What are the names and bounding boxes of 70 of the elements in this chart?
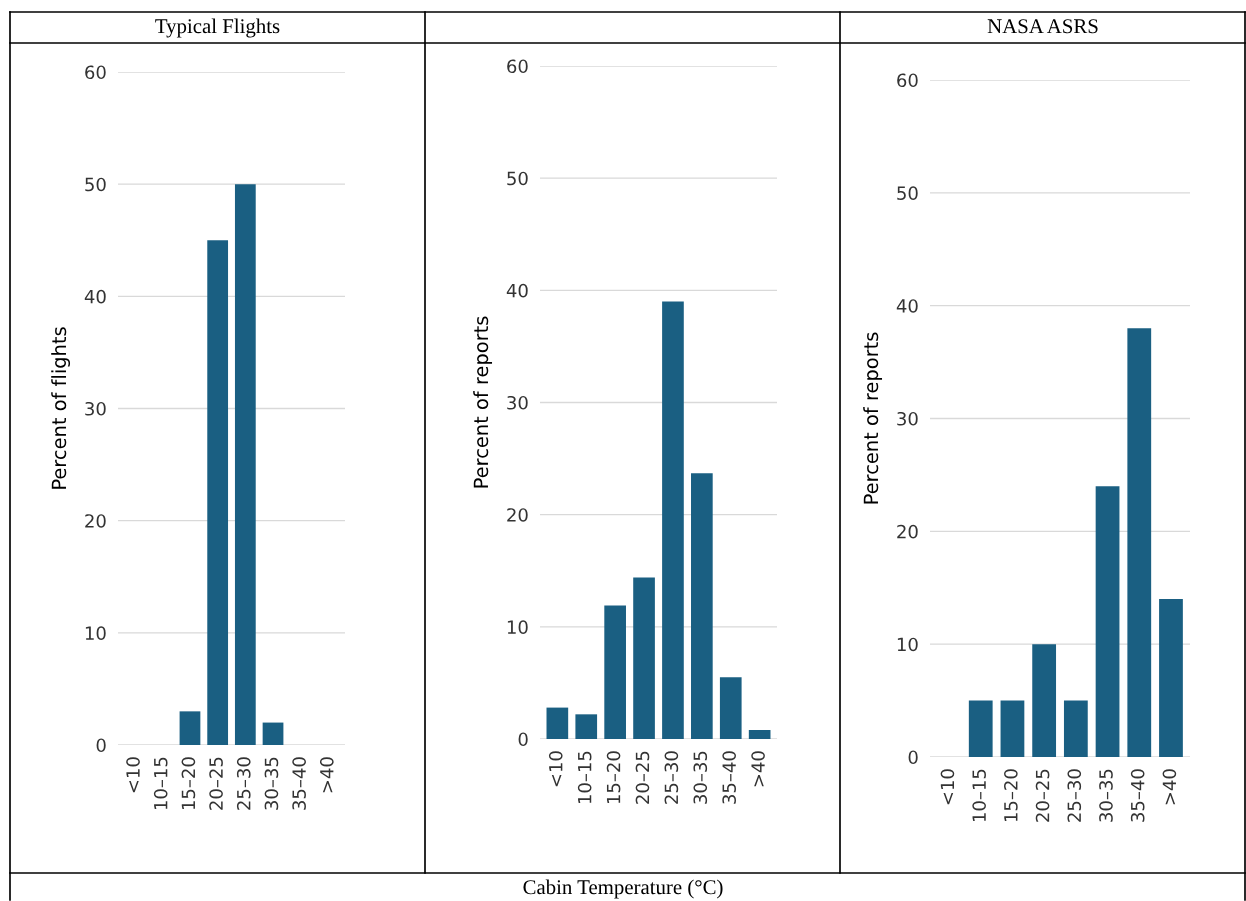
x-tick-label: >40 (319, 757, 334, 793)
y-tick-label: 0 (96, 738, 106, 753)
y-tick-label: 0 (908, 750, 918, 765)
y-tick-label: 30 (897, 411, 918, 426)
x-tick-label: 35–40 (722, 751, 736, 804)
y-axis-title: Percent of flights (51, 327, 71, 489)
bar (748, 730, 771, 739)
x-tick-label: >40 (1162, 769, 1177, 805)
bar (633, 577, 655, 739)
y-tick-label: 10 (85, 626, 106, 640)
bar (662, 301, 684, 739)
y-tick-label: 50 (85, 177, 106, 192)
y-tick-label: 40 (84, 289, 106, 304)
bar (575, 714, 598, 739)
x-tick-label: 15–20 (606, 751, 621, 804)
x-tick-label: 20–25 (1035, 769, 1050, 822)
bar (1032, 644, 1057, 757)
chart-title: Typical Flights (155, 18, 280, 38)
y-tick-label: 10 (897, 637, 918, 652)
y-axis-title: Percent of reports (863, 332, 883, 504)
x-tick-label: 15–20 (181, 757, 196, 810)
bar (691, 473, 713, 739)
bar (1127, 328, 1152, 757)
x-tick-label: <10 (940, 769, 955, 805)
y-tick-label: 40 (896, 299, 918, 313)
chart-title: NASA ASRS (987, 19, 1098, 34)
y-tick-label: 40 (506, 283, 528, 298)
x-tick-label: 30–35 (1099, 769, 1113, 822)
bar (207, 240, 229, 745)
bar (262, 722, 284, 745)
y-tick-label: 60 (507, 59, 528, 74)
y-tick-label: 0 (518, 732, 528, 747)
x-tick-label: 25–30 (236, 757, 251, 810)
bar (179, 711, 201, 745)
x-tick-label: <10 (548, 751, 563, 787)
x-tick-label: 35–40 (292, 757, 306, 810)
x-tick-label: 25–30 (1067, 769, 1082, 822)
y-tick-label: 10 (507, 620, 528, 634)
bar (1159, 599, 1183, 757)
bar (1063, 700, 1088, 757)
x-tick-label: 15–20 (1004, 769, 1018, 822)
x-tick-label: 10–15 (577, 751, 592, 804)
bar (1095, 486, 1120, 757)
x-tick-label: 20–25 (635, 751, 650, 804)
x-tick-label: 10–15 (153, 757, 168, 810)
y-tick-label: 30 (85, 401, 106, 416)
y-tick-label: 20 (897, 524, 918, 539)
x-tick-label: 35–40 (1130, 769, 1145, 822)
y-tick-label: 20 (507, 508, 528, 522)
bar (719, 677, 742, 739)
bar (234, 184, 256, 745)
x-tick-label: 20–25 (209, 757, 223, 810)
x-tick-label: 25–30 (664, 751, 679, 804)
bar (604, 605, 626, 739)
x-tick-label: 10–15 (972, 769, 986, 822)
y-tick-label: 50 (507, 171, 528, 186)
y-tick-label: 50 (897, 186, 918, 200)
bar (546, 707, 569, 739)
y-axis-title: Percent of reports (473, 316, 493, 488)
y-tick-label: 20 (85, 514, 106, 528)
y-tick-label: 60 (897, 73, 918, 88)
x-tick-label: 30–35 (693, 751, 708, 804)
y-tick-label: 30 (507, 395, 528, 410)
y-tick-label: 60 (85, 65, 106, 80)
x-tick-label: 30–35 (264, 757, 279, 810)
text: Cabin Temperature (°C) (523, 879, 723, 899)
bar (968, 700, 993, 757)
x-tick-label: <10 (126, 757, 140, 793)
x-tick-label: >40 (751, 751, 765, 787)
bar (1000, 700, 1025, 757)
